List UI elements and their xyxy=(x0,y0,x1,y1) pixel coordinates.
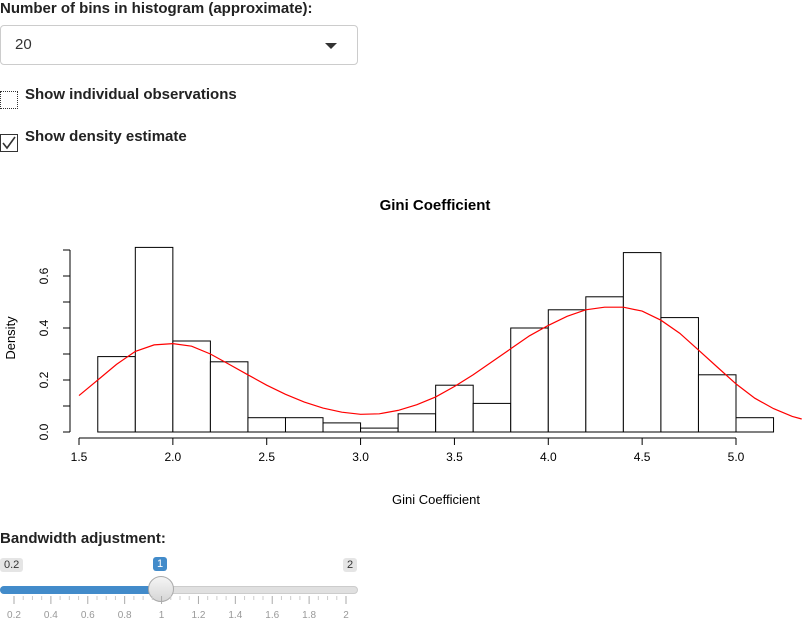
x-tick-label: 4.5 xyxy=(634,450,651,464)
y-tick-label: 0.4 xyxy=(37,319,51,336)
slider-tick-label: 0.4 xyxy=(44,610,58,621)
y-tick-label: 0.2 xyxy=(37,371,51,388)
bins-select-value: 20 xyxy=(15,36,32,53)
x-tick-label: 2.5 xyxy=(258,450,275,464)
histogram-bar xyxy=(247,417,286,433)
show-density-label: Show density estimate xyxy=(25,128,187,145)
chart-title: Gini Coefficient xyxy=(380,197,491,214)
histogram-bar xyxy=(472,402,512,433)
histogram-bar xyxy=(322,422,362,433)
histogram-bar xyxy=(397,413,437,433)
x-tick-label: 5.0 xyxy=(728,450,745,464)
histogram-bar xyxy=(209,361,249,433)
chevron-down-icon xyxy=(325,43,337,49)
bandwidth-slider-handle[interactable] xyxy=(148,576,174,602)
slider-value-label: 1 xyxy=(153,557,168,571)
slider-tick-label: 2 xyxy=(343,610,349,621)
slider-tick-label: 0.2 xyxy=(7,610,21,621)
histogram-bar xyxy=(585,296,624,433)
histogram-bar xyxy=(547,309,587,433)
slider-tick-label: 1.4 xyxy=(228,610,242,621)
bandwidth-label: Bandwidth adjustment: xyxy=(0,530,166,547)
slider-tick-label: 1 xyxy=(159,610,165,621)
x-tick-label: 1.5 xyxy=(71,450,88,464)
slider-tick-label: 0.8 xyxy=(118,610,132,621)
histogram-bar xyxy=(134,246,174,433)
histogram-bar xyxy=(697,374,737,433)
show-density-checkbox[interactable] xyxy=(0,134,18,152)
histogram-bar xyxy=(97,356,136,433)
histogram-bar xyxy=(622,252,662,433)
slider-grid: 0.2 0.4 0.6 0.8 1 1.2 1.4 1.6 1.8 2 xyxy=(7,596,349,621)
bins-label: Number of bins in histogram (approximate… xyxy=(0,0,313,17)
y-tick-label: 0.6 xyxy=(37,267,51,284)
histogram-bar xyxy=(284,417,324,433)
bins-select[interactable]: 20 xyxy=(0,25,358,65)
histogram-plot: Gini Coefficient 1.5 2.0 2.5 3.0 3.5 4.0 4.5 5.0… xyxy=(3,197,802,507)
checkmark-icon xyxy=(2,136,16,150)
slider-tick-label: 1.8 xyxy=(302,610,316,621)
histogram-bar xyxy=(510,327,549,433)
y-axis-label: Density xyxy=(3,316,18,360)
histogram-bar xyxy=(435,384,474,433)
y-tick-label: 0.0 xyxy=(37,423,51,440)
slider-min-label: 0.2 xyxy=(0,558,24,572)
bandwidth-slider-fill xyxy=(0,586,162,594)
slider-tick-label: 0.6 xyxy=(81,610,95,621)
histogram-bar xyxy=(172,340,211,433)
show-observations-label: Show individual observations xyxy=(25,86,237,103)
histogram-bar xyxy=(360,427,399,433)
slider-tick-label: 1.2 xyxy=(191,610,205,621)
x-tick-label: 2.0 xyxy=(165,450,182,464)
x-axis-label: Gini Coefficient xyxy=(392,492,480,507)
histogram-bar xyxy=(735,417,775,433)
x-tick-label: 3.0 xyxy=(352,450,369,464)
density-curve xyxy=(78,306,802,420)
histogram-bar xyxy=(660,317,699,433)
show-observations-checkbox[interactable] xyxy=(0,91,18,109)
x-tick-label: 4.0 xyxy=(540,450,557,464)
x-tick-label: 3.5 xyxy=(446,450,463,464)
slider-max-label: 2 xyxy=(343,558,358,572)
slider-tick-label: 1.6 xyxy=(265,610,279,621)
